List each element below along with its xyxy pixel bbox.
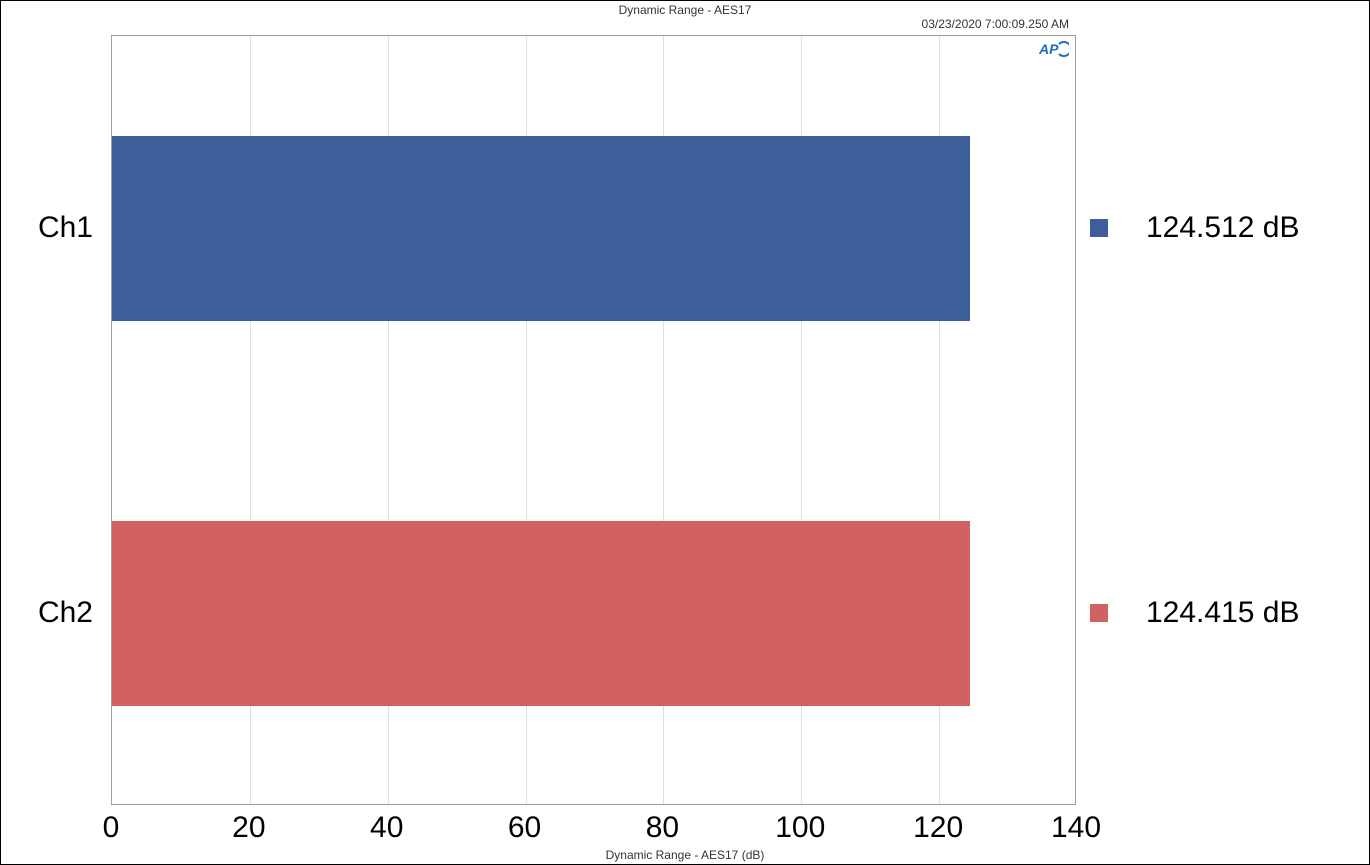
legend-swatch bbox=[1090, 604, 1108, 622]
bar bbox=[112, 521, 970, 706]
legend-swatch bbox=[1090, 219, 1108, 237]
x-axis-label: Dynamic Range - AES17 (dB) bbox=[1, 848, 1369, 862]
x-tick-label: 140 bbox=[1051, 811, 1101, 845]
bar bbox=[112, 136, 970, 321]
x-tick-label: 60 bbox=[508, 811, 541, 845]
chart-frame: Dynamic Range - AES17 03/23/2020 7:00:09… bbox=[0, 0, 1370, 865]
x-tick-label: 120 bbox=[913, 811, 963, 845]
category-label: Ch2 bbox=[1, 596, 93, 630]
svg-text:AP: AP bbox=[1039, 41, 1059, 57]
category-label: Ch1 bbox=[1, 211, 93, 245]
x-tick-label: 20 bbox=[232, 811, 265, 845]
ap-logo-icon: AP bbox=[1039, 40, 1069, 63]
x-tick-label: 40 bbox=[370, 811, 403, 845]
chart-title: Dynamic Range - AES17 bbox=[1, 3, 1369, 17]
legend-value: 124.415 dB bbox=[1146, 596, 1299, 630]
x-tick-label: 100 bbox=[775, 811, 825, 845]
x-tick-label: 80 bbox=[646, 811, 679, 845]
plot-area: AP bbox=[111, 35, 1076, 805]
chart-timestamp: 03/23/2020 7:00:09.250 AM bbox=[922, 17, 1069, 31]
legend-value: 124.512 dB bbox=[1146, 211, 1299, 245]
x-tick-label: 0 bbox=[103, 811, 120, 845]
